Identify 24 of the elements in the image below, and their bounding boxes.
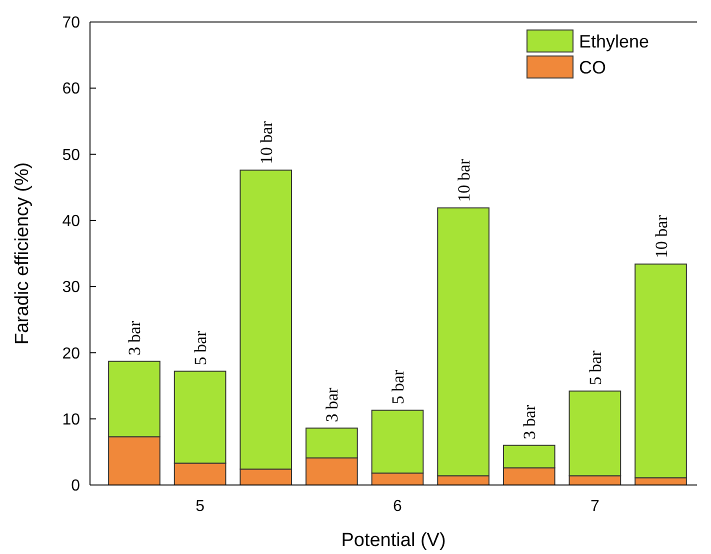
annotation: 5 bar bbox=[586, 350, 605, 386]
annotation: 5 bar bbox=[191, 330, 210, 366]
y-tick-label: 50 bbox=[62, 146, 80, 164]
annotation: 10 bar bbox=[454, 158, 474, 202]
y-tick-label: 60 bbox=[62, 80, 80, 98]
y-tick-label: 30 bbox=[62, 279, 80, 296]
annotation: 3 bar bbox=[125, 320, 144, 356]
y-axis-title: Faradic efficiency (%) bbox=[12, 162, 33, 345]
annotation: 3 bar bbox=[520, 404, 540, 440]
y-tick-label: 70 bbox=[62, 14, 80, 32]
x-tick-label: 6 bbox=[393, 498, 402, 515]
y-tick-label: 0 bbox=[71, 478, 80, 495]
annotation: 3 bar bbox=[322, 387, 342, 422]
y-tick-label: 20 bbox=[62, 345, 80, 362]
annotation: 5 bar bbox=[388, 369, 408, 404]
y-tick-label: 40 bbox=[62, 213, 80, 230]
legend-label: Ethylene bbox=[579, 31, 650, 52]
x-tick-label: 5 bbox=[196, 498, 205, 515]
x-axis-title: Potential (V) bbox=[341, 530, 446, 551]
annotation: 10 bar bbox=[256, 120, 276, 164]
legend-label: CO bbox=[579, 57, 606, 78]
x-tick-label: 7 bbox=[590, 498, 600, 515]
annotation: 10 bar bbox=[652, 214, 671, 258]
y-tick-label: 10 bbox=[62, 411, 80, 428]
